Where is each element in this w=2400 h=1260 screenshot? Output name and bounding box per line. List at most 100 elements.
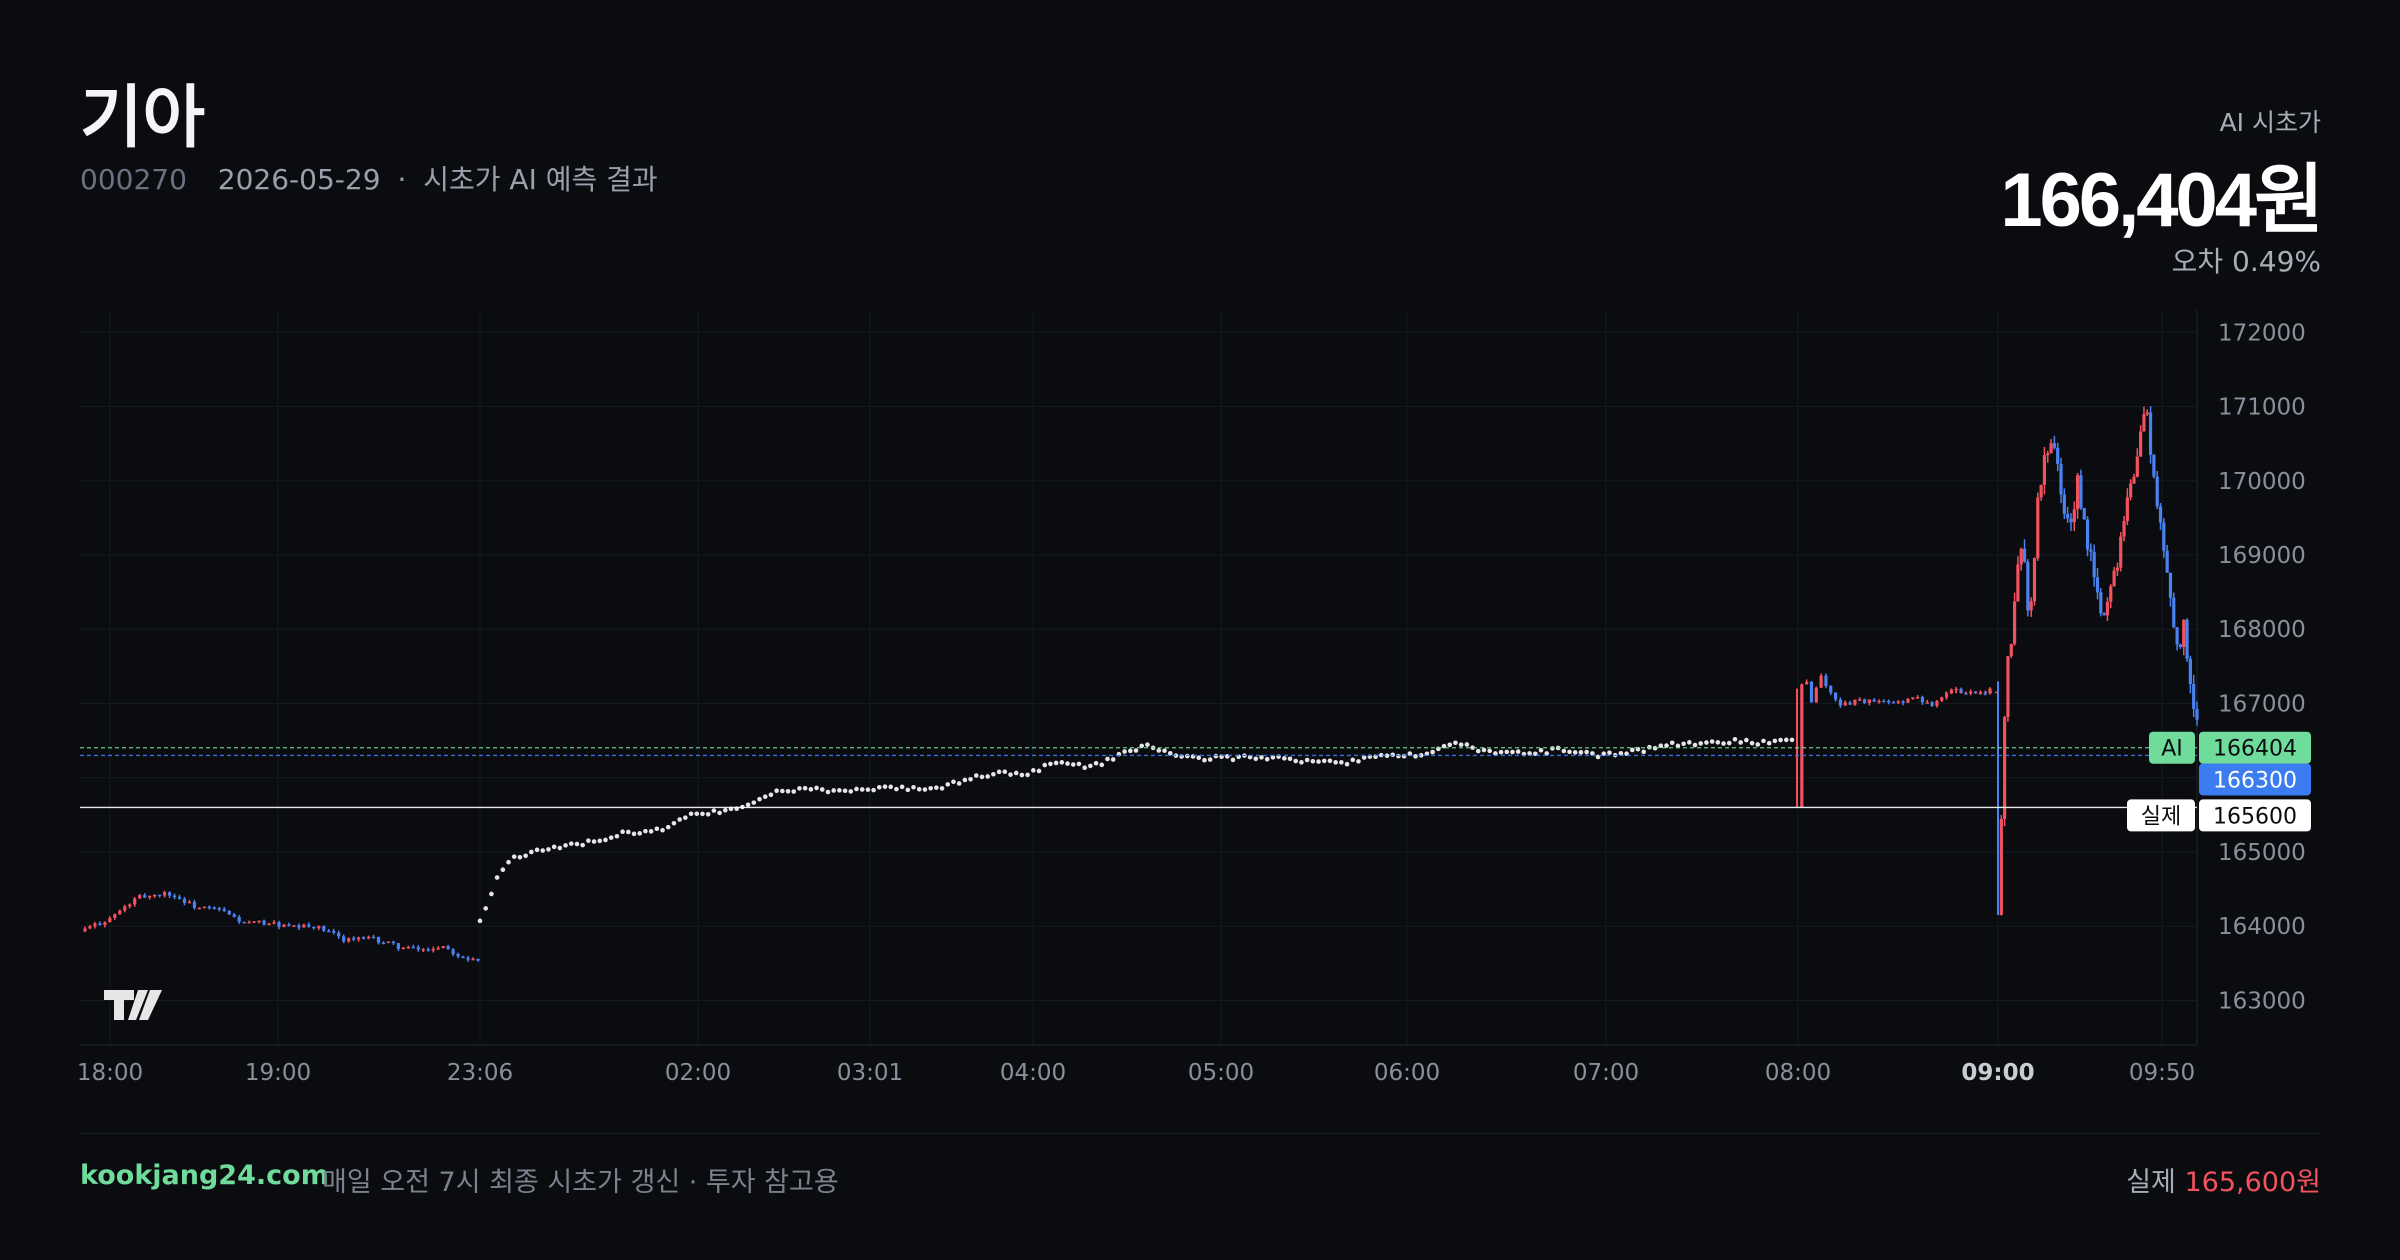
overnight-dot: [968, 776, 973, 782]
candle: [123, 906, 127, 911]
candle: [2003, 716, 2007, 819]
overnight-dot: [1664, 743, 1669, 748]
overnight-dot: [1487, 748, 1492, 754]
overnight-dot: [934, 785, 939, 790]
candle: [2066, 513, 2070, 519]
x-tick-label: 05:00: [1188, 1060, 1254, 1086]
candle: [108, 917, 112, 923]
overnight-dot: [568, 841, 574, 846]
price-tag-actual: [2199, 799, 2311, 832]
overnight-dot: [677, 817, 682, 822]
overnight-dot: [586, 838, 591, 843]
overnight-dot: [494, 875, 500, 880]
candle: [247, 921, 251, 924]
overnight-dot: [979, 774, 985, 780]
overnight-dot: [1105, 756, 1110, 762]
overnight-dot: [785, 789, 791, 794]
candle: [391, 941, 396, 944]
overnight-dot: [1726, 740, 1732, 746]
candle: [1858, 699, 1862, 701]
candle: [1829, 686, 1833, 693]
overnight-dot: [962, 777, 968, 783]
candle: [2155, 476, 2159, 507]
candle: [103, 922, 107, 926]
x-tick-label: 19:00: [245, 1060, 311, 1086]
candle: [2009, 643, 2013, 657]
candle: [471, 958, 475, 961]
overnight-dot: [1709, 739, 1715, 744]
candle: [1954, 688, 1958, 691]
candle: [162, 892, 167, 896]
site-link[interactable]: kookjang24.com: [80, 1160, 329, 1191]
overnight-dot: [671, 820, 677, 826]
candle: [1882, 700, 1886, 703]
overnight-dot: [1772, 738, 1778, 744]
overnight-dot: [1396, 753, 1401, 759]
candle: [252, 921, 256, 923]
overnight-dot: [854, 786, 859, 792]
candle: [232, 914, 236, 917]
candle: [1988, 688, 1992, 694]
x-tick-label: 18:00: [77, 1060, 143, 1086]
candle: [287, 924, 291, 927]
y-tick-label: 171000: [2218, 395, 2306, 421]
candle: [446, 946, 450, 950]
candle: [2125, 497, 2129, 522]
candle: [2026, 561, 2030, 611]
candle: [1814, 687, 1818, 703]
candle: [2162, 522, 2166, 551]
overnight-dot: [1264, 756, 1270, 762]
overnight-dot: [1076, 761, 1082, 767]
candle: [2192, 683, 2196, 709]
marker-badge-label-AI: AI: [2161, 737, 2183, 762]
candle: [1916, 697, 1920, 699]
overnight-dot: [534, 847, 540, 853]
price-tag-value-previous: 166300: [2213, 768, 2297, 793]
x-tick-label: 03:01: [837, 1060, 903, 1086]
overnight-dot: [591, 839, 597, 844]
candle: [451, 949, 455, 955]
candle: [1877, 700, 1881, 703]
meta-separator: ·: [397, 163, 407, 196]
overnight-dot: [745, 802, 751, 808]
candle: [302, 924, 306, 928]
candle: [2049, 443, 2053, 454]
overnight-dot: [489, 891, 494, 897]
overnight-dot: [1088, 763, 1093, 769]
overnight-dot: [1378, 752, 1384, 758]
overnight-dot: [991, 771, 996, 777]
candle: [2099, 592, 2103, 614]
overnight-dot: [985, 774, 990, 779]
overnight-dot: [1641, 749, 1646, 755]
price-chart[interactable]: 1630001640001650001660001670001680001690…: [0, 300, 2400, 1100]
overnight-dot: [1401, 753, 1407, 759]
candle: [217, 908, 221, 910]
footer-divider: [80, 1133, 2321, 1134]
candle: [2178, 644, 2183, 647]
candle: [2182, 619, 2186, 647]
overnight-dot: [1675, 743, 1681, 749]
overnight-dot: [597, 838, 603, 844]
candle: [2006, 656, 2010, 717]
overnight-dot: [1230, 757, 1236, 763]
price-tag-value-actual: 165600: [2213, 804, 2297, 829]
footer-tagline: 매일 오전 7시 최종 시초가 갱신 · 투자 참고용: [322, 1167, 839, 1198]
overnight-dot: [894, 786, 899, 792]
overnight-dot: [945, 782, 951, 787]
candle: [456, 954, 460, 957]
candle: [262, 920, 266, 925]
overnight-dot: [1207, 757, 1213, 762]
candle: [2046, 453, 2050, 456]
overnight-dot: [882, 784, 888, 789]
candle: [2022, 548, 2027, 562]
overnight-dot: [1299, 760, 1304, 765]
x-tick-label: 09:00: [1961, 1060, 2034, 1086]
candle: [297, 925, 301, 928]
candle: [128, 904, 132, 907]
overnight-dot: [825, 789, 831, 795]
candle: [1911, 697, 1915, 699]
candle: [207, 906, 211, 909]
overnight-dot: [1493, 751, 1498, 756]
overnight-dot: [517, 854, 523, 860]
candle: [381, 942, 386, 945]
